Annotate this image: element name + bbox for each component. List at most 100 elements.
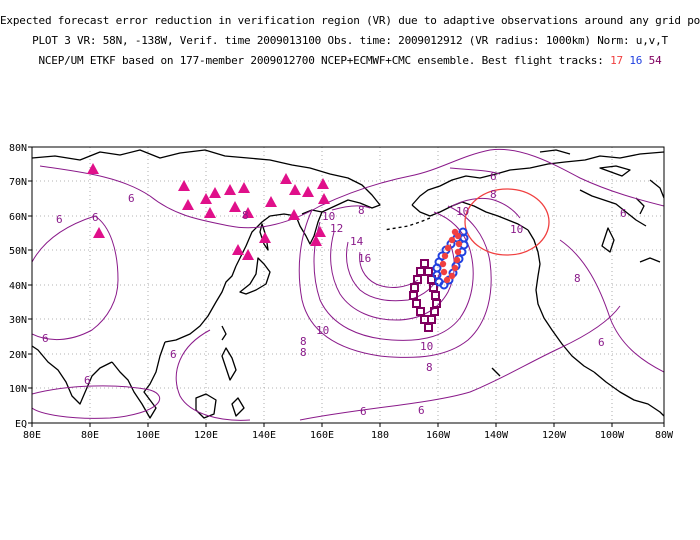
- title-line-3-text: NCEP/UM ETKF based on 177-member 2009012…: [38, 54, 604, 67]
- contour-label-10: 10: [316, 324, 329, 337]
- contour-label-8: 8: [358, 204, 365, 217]
- contour-label-10: 10: [456, 205, 469, 218]
- lon-label: 100E: [136, 430, 160, 441]
- track-16-label: 16: [629, 54, 643, 67]
- station-triangle: [280, 173, 292, 184]
- station-triangle: [200, 193, 212, 204]
- error-reduction-contours: [32, 148, 664, 421]
- station-triangle: [232, 244, 244, 255]
- contour-label-6: 6: [418, 404, 425, 417]
- track-17-marker: [455, 240, 463, 248]
- contour-label-6: 6: [128, 192, 135, 205]
- contour-label-16: 16: [358, 252, 371, 265]
- contour-label-10: 10: [510, 223, 523, 236]
- track-54-marker: [424, 267, 433, 276]
- station-triangle: [242, 207, 254, 218]
- contour-label-8: 8: [300, 335, 307, 348]
- flight-track-17: [439, 228, 463, 284]
- track-17-label: 17: [610, 54, 623, 67]
- station-triangle: [302, 186, 314, 197]
- station-triangle: [224, 184, 236, 195]
- lon-label: 180: [371, 430, 389, 441]
- lon-label: 80W: [655, 430, 674, 441]
- contour-label-6: 6: [42, 332, 49, 345]
- track-54-marker: [416, 267, 425, 276]
- lon-label: 80E: [81, 430, 99, 441]
- lat-label: EQ: [15, 419, 27, 430]
- track-17-marker: [444, 244, 452, 252]
- station-triangle: [289, 184, 301, 195]
- track-17-marker: [439, 260, 447, 268]
- contour-label-6: 6: [56, 213, 63, 226]
- lat-label: 70N: [9, 177, 27, 188]
- track-17-marker: [440, 268, 448, 276]
- station-triangle: [288, 209, 300, 220]
- station-triangle: [314, 226, 326, 237]
- station-triangle: [182, 199, 194, 210]
- track-17-marker: [443, 276, 451, 284]
- contour-label-12: 12: [330, 222, 343, 235]
- station-triangle: [178, 180, 190, 191]
- plot-title-line-1: Expected forecast error reduction in ver…: [0, 14, 700, 27]
- track-54-marker: [424, 323, 433, 332]
- lat-label: 20N: [9, 350, 27, 361]
- contour-label-8: 8: [426, 361, 433, 374]
- lat-label: 50N: [9, 246, 27, 257]
- track-54-marker: [412, 299, 421, 308]
- lon-label: 100W: [600, 430, 625, 441]
- track-16-marker: [439, 280, 449, 290]
- track-17-marker: [448, 272, 456, 280]
- track-54-marker: [420, 315, 429, 324]
- lon-label: 120W: [542, 430, 567, 441]
- track-54-marker: [416, 307, 425, 316]
- contour-label-6: 6: [360, 405, 367, 418]
- track-17-marker: [454, 232, 462, 240]
- station-triangle: [318, 193, 330, 204]
- lat-label: 10N: [9, 384, 27, 395]
- station-triangle: [204, 207, 216, 218]
- longitude-labels: 80E 80E 100E 120E 140E 160E 180 160W 140…: [23, 430, 674, 441]
- station-triangle: [87, 163, 99, 174]
- lat-label: 30N: [9, 315, 27, 326]
- lon-label: 140W: [484, 430, 509, 441]
- lon-label: 120E: [194, 430, 218, 441]
- station-triangle: [229, 201, 241, 212]
- coastlines: [32, 149, 664, 419]
- contour-label-8: 8: [242, 209, 249, 222]
- lon-label: 80E: [23, 430, 41, 441]
- flight-track-54: [409, 259, 441, 332]
- plot-title-line-3: NCEP/UM ETKF based on 177-member 2009012…: [0, 54, 700, 67]
- track-54-marker: [427, 315, 436, 324]
- station-triangle: [209, 187, 221, 198]
- lon-label: 140E: [252, 430, 276, 441]
- station-triangle: [265, 196, 277, 207]
- track-17-marker: [453, 256, 461, 264]
- contour-label-8: 8: [490, 188, 497, 201]
- map-gridlines: [32, 147, 664, 423]
- track-17-marker: [451, 264, 459, 272]
- contour-label-8: 8: [300, 346, 307, 359]
- track-54-label: 54: [648, 54, 662, 67]
- contour-label-6: 6: [620, 207, 627, 220]
- station-triangle: [242, 249, 254, 260]
- station-triangle: [259, 232, 271, 243]
- track-17-marker: [448, 236, 456, 244]
- station-triangle: [238, 182, 250, 193]
- lat-label: 40N: [9, 281, 27, 292]
- contour-label-6: 6: [598, 336, 605, 349]
- station-triangle: [317, 178, 329, 189]
- plot-title-line-2: PLOT 3 VR: 58N, -138W, Verif. time 20090…: [32, 34, 668, 47]
- lon-label: 160W: [426, 430, 451, 441]
- station-triangle: [310, 235, 322, 246]
- station-triangles: [87, 163, 330, 260]
- lat-label: 80N: [9, 143, 27, 154]
- axis-ticks: [28, 146, 665, 427]
- verification-region-circle: [464, 188, 550, 256]
- lat-label: 60N: [9, 212, 27, 223]
- track-16-marker: [459, 233, 469, 243]
- station-triangle: [93, 227, 105, 238]
- contour-label-10: 10: [322, 210, 335, 223]
- latitude-labels: 80N 70N 60N 50N 40N 30N 20N 10N EQ: [9, 143, 27, 430]
- track-54-marker: [420, 259, 429, 268]
